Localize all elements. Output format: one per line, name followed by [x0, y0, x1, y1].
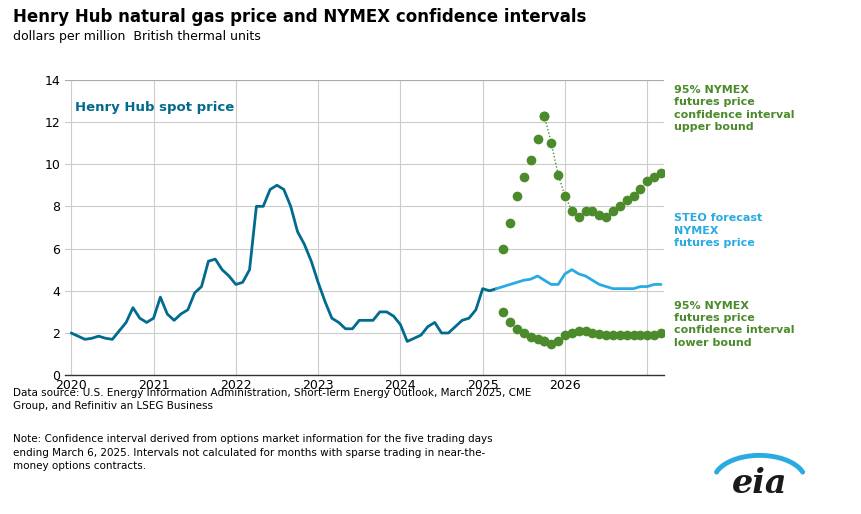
Text: 95% NYMEX
futures price
confidence interval
upper bound: 95% NYMEX futures price confidence inter… — [673, 85, 794, 132]
Text: Data source: U.S. Energy Information Administration, Short-Term Energy Outlook, : Data source: U.S. Energy Information Adm… — [13, 388, 530, 411]
Text: dollars per million  British thermal units: dollars per million British thermal unit… — [13, 30, 260, 43]
Text: 95% NYMEX
futures price
confidence interval
lower bound: 95% NYMEX futures price confidence inter… — [673, 301, 794, 348]
Text: Henry Hub spot price: Henry Hub spot price — [75, 101, 234, 114]
Text: STEO forecast
NYMEX
futures price: STEO forecast NYMEX futures price — [673, 213, 761, 248]
Text: Henry Hub natural gas price and NYMEX confidence intervals: Henry Hub natural gas price and NYMEX co… — [13, 8, 585, 26]
Text: eia: eia — [731, 467, 786, 500]
Text: Note: Confidence interval derived from options market information for the five t: Note: Confidence interval derived from o… — [13, 434, 492, 471]
